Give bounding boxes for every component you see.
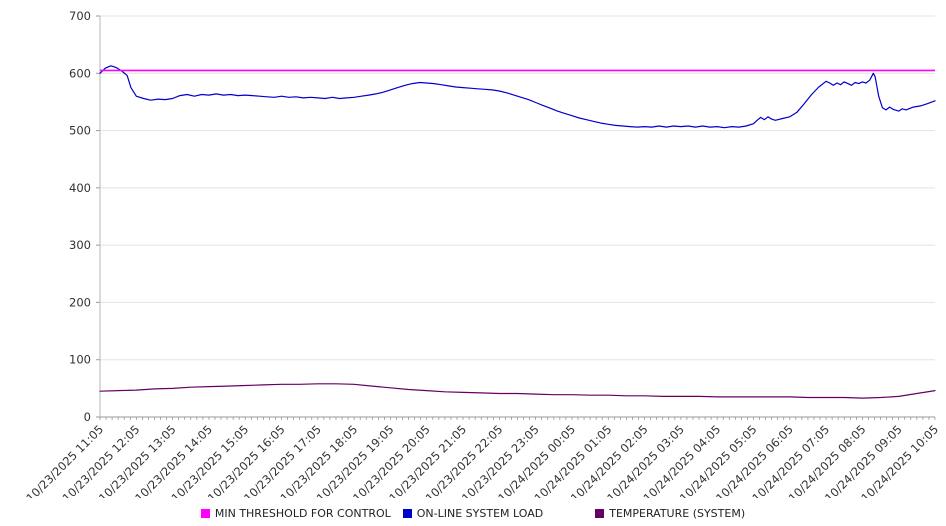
legend-item-min-threshold[interactable]: MIN THRESHOLD FOR CONTROL <box>200 507 391 520</box>
legend-label-temperature-system: TEMPERATURE (SYSTEM) <box>609 507 746 520</box>
legend-item-online-system-load[interactable]: ON-LINE SYSTEM LOAD <box>402 507 544 520</box>
legend-label-online-system-load: ON-LINE SYSTEM LOAD <box>416 507 544 520</box>
legend-item-temperature-system[interactable]: TEMPERATURE (SYSTEM) <box>595 507 745 520</box>
legend-swatch-temperature-system-icon <box>595 509 605 518</box>
legend-swatch-online-system-load-icon <box>402 509 412 518</box>
svg-text:700: 700 <box>69 9 91 23</box>
legend-label-min-threshold: MIN THRESHOLD FOR CONTROL <box>214 507 391 520</box>
svg-text:200: 200 <box>69 295 91 309</box>
svg-text:0: 0 <box>84 410 91 424</box>
svg-text:600: 600 <box>69 66 91 80</box>
chart-legend: MIN THRESHOLD FOR CONTROL ON-LINE SYSTEM… <box>0 507 946 520</box>
svg-text:100: 100 <box>69 353 91 367</box>
svg-text:400: 400 <box>69 181 91 195</box>
svg-text:300: 300 <box>69 238 91 252</box>
svg-text:500: 500 <box>69 124 91 138</box>
legend-swatch-min-threshold-icon <box>200 509 210 518</box>
